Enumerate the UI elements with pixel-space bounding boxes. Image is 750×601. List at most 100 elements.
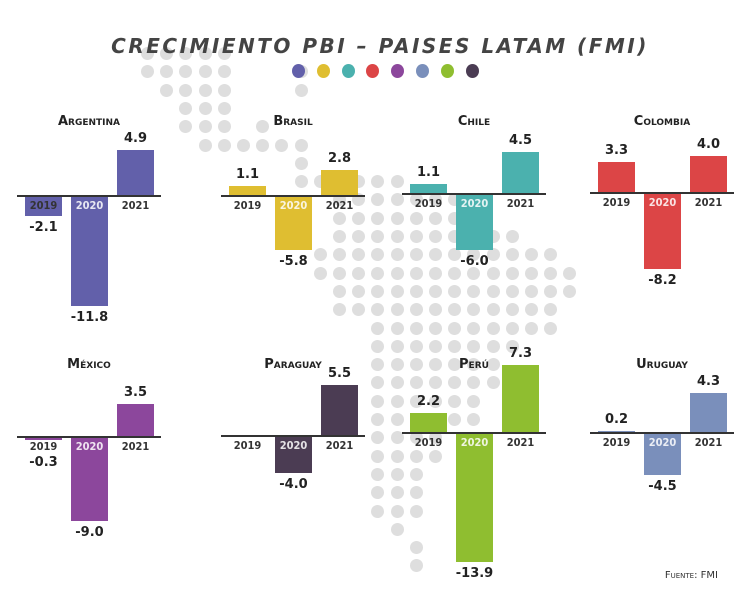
map-dot [505,284,519,298]
map-dot [390,376,404,390]
map-dot [467,248,481,262]
map-dot [467,394,481,408]
map-dot [313,248,327,262]
map-dot [333,211,346,225]
map-dot [429,376,442,390]
map-dot [486,266,500,280]
map-dot [160,47,174,60]
map-dot [352,266,366,280]
map-dot [544,303,558,317]
value-label: -4.0 [279,477,308,493]
map-dot [390,394,404,408]
map-dot [448,284,462,298]
legend-dot [292,64,305,78]
map-dot [429,339,442,353]
map-dot [429,284,442,298]
map-dot [390,449,404,463]
year-label: 2021 [694,196,723,209]
bar [410,412,447,433]
value-label: 1.1 [235,166,260,182]
legend-dot [416,64,429,78]
year-label: 2021 [694,436,723,449]
map-dot [313,266,327,280]
map-dot [390,175,404,189]
map-dot [505,321,519,335]
map-dot [237,138,250,152]
map-dot [352,248,366,262]
map-dot [390,358,404,372]
map-dot [198,101,212,115]
map-dot [525,284,538,298]
map-dot [371,449,385,463]
map-dot [217,47,231,60]
map-dot [409,467,423,481]
zero-axis [221,195,365,197]
map-dot [429,248,442,262]
map-dot [409,284,423,298]
map-dot [448,321,462,335]
map-dot [429,230,442,243]
map-dot [409,486,423,500]
map-dot [390,266,404,280]
year-label: 2021 [506,197,535,210]
bar [502,365,539,433]
bar [644,193,681,270]
map-dot [448,358,462,372]
value-label: -13.9 [455,566,494,582]
bar [598,162,635,193]
map-dot [505,303,519,317]
source-note: Fuente: FMI [664,570,718,581]
legend-dot [465,64,479,78]
map-dot [429,394,442,408]
map-dot [333,266,346,280]
map-dot [429,431,442,445]
map-dot [390,230,404,243]
map-dot [371,467,385,481]
value-label: -6.0 [460,253,489,269]
value-label: 4.5 [508,133,533,149]
map-dot [294,156,308,170]
map-dot [390,211,404,225]
map-dot [160,65,174,79]
map-dot [179,101,193,115]
map-dot [198,120,212,134]
map-dot [217,138,231,152]
map-dot [467,339,481,353]
map-dot [486,358,500,372]
map-dot [525,303,538,317]
value-label: -5.8 [279,253,308,269]
map-dot [448,339,462,353]
map-dot [371,321,385,335]
map-dot [160,83,174,97]
zero-axis [221,435,365,437]
map-dot [409,559,423,573]
map-dot [409,321,423,335]
zero-axis [402,432,546,434]
map-dot [409,541,423,555]
map-dot [179,120,193,134]
legend-dot [391,64,405,78]
value-label: -0.3 [29,455,58,470]
map-dot [390,284,404,298]
map-dot [544,248,558,262]
year-label: 2021 [121,440,150,453]
year-label: 2020 [460,197,489,210]
map-dot [409,504,423,518]
bar [117,150,154,196]
zero-axis [590,192,734,194]
map-dot [409,431,423,445]
map-dot [217,65,231,79]
year-label: 2021 [121,199,150,212]
map-dot [371,486,385,500]
map-dot [217,83,231,97]
map-dot [390,248,404,262]
map-dot [390,303,404,317]
map-dot [352,230,366,243]
map-dot [390,413,404,426]
map-dot [390,522,404,536]
map-dot [371,358,385,372]
bar [321,169,358,196]
chart-title: CRECIMIENTO PBI – PAISES LATAM (FMI) [111,34,649,58]
year-label: 2019 [29,440,58,453]
map-dot [371,504,385,518]
